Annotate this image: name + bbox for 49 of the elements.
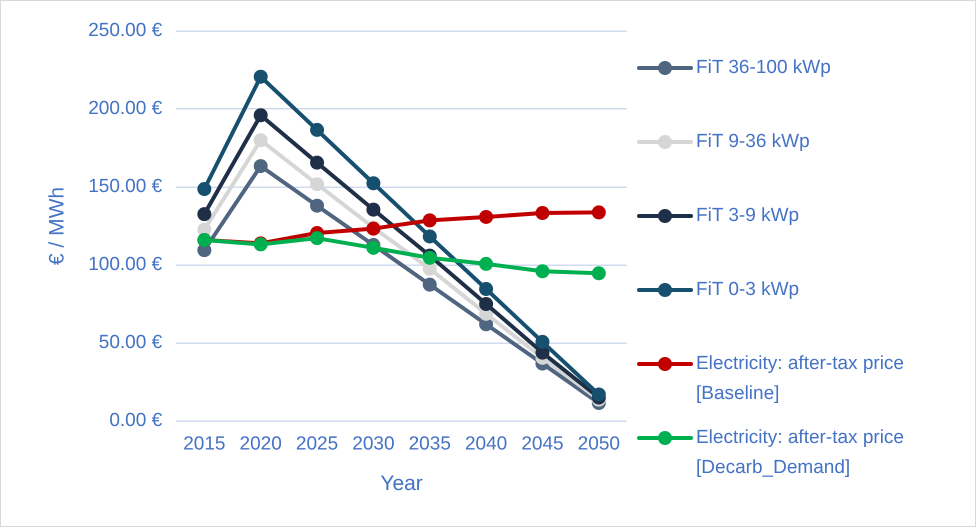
x-tick-label: 2015 bbox=[183, 434, 226, 455]
point bbox=[479, 282, 494, 296]
x-tick-label: 2030 bbox=[352, 434, 395, 455]
point bbox=[535, 264, 550, 278]
point bbox=[422, 213, 437, 228]
y-tick-label: 150.00 € bbox=[88, 176, 163, 198]
point bbox=[310, 122, 324, 137]
point bbox=[254, 159, 268, 174]
x-tick-label: 2035 bbox=[408, 434, 451, 455]
y-axis-title: € / MWh bbox=[45, 186, 68, 266]
point bbox=[422, 278, 437, 292]
y-tick-label: 100.00 € bbox=[88, 254, 163, 276]
point bbox=[479, 210, 494, 224]
x-tick-label: 2050 bbox=[578, 434, 620, 455]
x-tick-label: 2045 bbox=[521, 434, 564, 455]
point bbox=[535, 206, 550, 220]
point bbox=[197, 207, 212, 222]
y-tick-label: 0.00 € bbox=[109, 410, 163, 432]
x-tick-label: 2020 bbox=[240, 434, 282, 455]
point bbox=[366, 202, 380, 217]
point bbox=[254, 108, 268, 122]
x-tick-label: 2025 bbox=[296, 434, 338, 455]
point bbox=[592, 387, 606, 402]
point bbox=[366, 176, 380, 190]
point bbox=[310, 231, 324, 246]
point bbox=[366, 240, 380, 255]
point bbox=[310, 198, 324, 213]
point bbox=[197, 182, 212, 196]
legend-label: Electricity: after-tax price [Decarb_Demand] bbox=[696, 426, 905, 480]
point bbox=[479, 297, 494, 311]
x-axis-title: Year bbox=[380, 472, 423, 496]
point bbox=[254, 133, 268, 148]
point bbox=[310, 156, 324, 170]
legend-label: FiT 36-100 kWp bbox=[696, 56, 832, 80]
legend-label: Electricity: after-tax price [Baseline] bbox=[696, 352, 905, 406]
legend-label: FiT 0-3 kWp bbox=[696, 278, 800, 302]
x-tick-label: 2040 bbox=[464, 434, 508, 455]
point bbox=[592, 205, 606, 220]
point bbox=[592, 266, 606, 280]
y-tick-label: 50.00 € bbox=[98, 332, 163, 354]
legend-label: FiT 3-9 kWp bbox=[696, 204, 800, 228]
point bbox=[254, 70, 268, 84]
point bbox=[422, 229, 437, 244]
y-tick-label: 250.00 € bbox=[88, 20, 163, 42]
y-tick-label: 200.00 € bbox=[88, 98, 163, 120]
point bbox=[310, 177, 324, 192]
point bbox=[479, 256, 494, 271]
legend-label: FiT 9-36 kWp bbox=[696, 130, 811, 154]
point bbox=[535, 334, 550, 349]
